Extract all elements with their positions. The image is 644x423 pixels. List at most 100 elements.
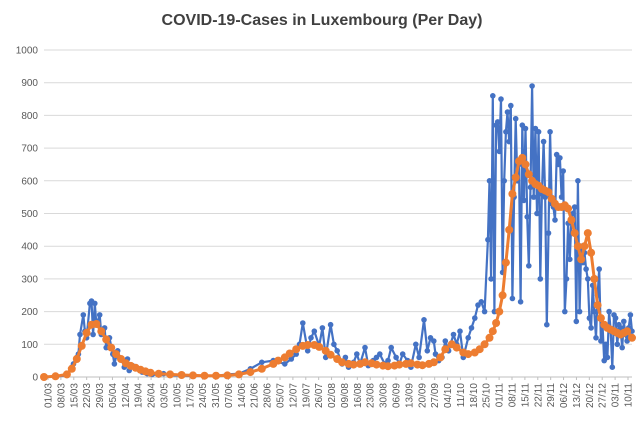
average-point xyxy=(102,335,111,344)
daily-point xyxy=(583,266,589,272)
daily-point xyxy=(472,315,478,321)
y-tick-label: 800 xyxy=(21,111,38,122)
daily-point xyxy=(552,217,558,223)
daily-point xyxy=(331,341,337,348)
daily-point xyxy=(606,308,612,315)
daily-line xyxy=(43,84,634,379)
daily-point xyxy=(111,361,118,367)
daily-point xyxy=(304,348,311,354)
average-point xyxy=(112,350,121,359)
x-tick-label: 21/06 xyxy=(250,383,261,408)
daily-point xyxy=(575,178,581,184)
daily-point xyxy=(530,194,537,200)
average-point xyxy=(480,340,489,349)
average-point xyxy=(505,225,514,234)
average-point xyxy=(146,368,155,377)
daily-point xyxy=(614,341,621,348)
daily-point xyxy=(424,348,431,354)
average-point xyxy=(82,328,91,337)
average-point xyxy=(628,333,636,342)
daily-point xyxy=(282,361,288,367)
daily-point xyxy=(377,351,383,357)
daily-point xyxy=(627,312,634,318)
daily-point xyxy=(588,325,594,331)
x-tick-label: 26/04 xyxy=(147,383,158,408)
daily-point xyxy=(478,299,485,305)
average-series xyxy=(40,153,636,381)
daily-point xyxy=(506,138,512,145)
average-point xyxy=(349,360,358,369)
daily-point xyxy=(596,266,602,272)
daily-point xyxy=(603,341,609,348)
daily-point xyxy=(503,129,509,135)
average-point xyxy=(361,358,369,367)
daily-point xyxy=(450,331,457,338)
daily-point xyxy=(557,155,563,161)
daily-point xyxy=(576,308,583,315)
average-point xyxy=(177,371,186,379)
daily-point xyxy=(522,125,529,132)
daily-point xyxy=(591,308,598,315)
daily-point xyxy=(90,331,96,338)
average-point xyxy=(544,188,553,197)
x-tick-label: 06/12 xyxy=(559,383,570,408)
daily-point xyxy=(413,341,419,348)
daily-cases-series xyxy=(41,83,635,380)
average-point xyxy=(498,291,507,300)
average-point xyxy=(372,360,381,369)
y-tick-label: 900 xyxy=(21,78,38,89)
y-tick-label: 500 xyxy=(21,209,38,220)
average-point xyxy=(567,216,576,224)
daily-point xyxy=(517,299,524,305)
daily-point xyxy=(457,328,463,335)
average-point xyxy=(40,373,48,381)
daily-point xyxy=(485,236,491,243)
average-point xyxy=(234,370,243,379)
average-point xyxy=(72,355,81,363)
average-point xyxy=(166,370,175,379)
x-tick-label: 18/10 xyxy=(469,383,480,408)
daily-point xyxy=(498,96,504,102)
average-point xyxy=(274,356,283,365)
x-tick-label: 27/12 xyxy=(598,383,609,408)
x-tick-label: 02/08 xyxy=(327,383,338,408)
daily-point xyxy=(399,351,406,357)
average-point xyxy=(570,229,579,238)
x-tick-label: 29/03 xyxy=(95,383,106,408)
x-tick-label: 20/09 xyxy=(417,383,428,408)
daily-point xyxy=(521,197,527,204)
daily-point xyxy=(504,109,511,115)
x-tick-label: 22/11 xyxy=(533,383,544,408)
daily-point xyxy=(442,338,449,344)
x-tick-label: 19/07 xyxy=(301,383,312,408)
x-tick-label: 19/04 xyxy=(134,383,145,408)
average-point xyxy=(524,170,533,179)
daily-point xyxy=(535,129,542,135)
daily-point xyxy=(544,321,550,328)
x-tick-label: 06/09 xyxy=(392,383,403,408)
daily-point xyxy=(465,335,472,341)
x-tick-label: 15/03 xyxy=(69,383,80,408)
daily-point xyxy=(431,338,437,344)
x-tick-label: 12/07 xyxy=(288,383,299,408)
daily-point xyxy=(92,300,98,307)
average-point xyxy=(464,350,473,359)
gridlines xyxy=(44,49,632,378)
average-point xyxy=(67,364,76,373)
average-point xyxy=(395,360,404,369)
daily-point xyxy=(512,115,519,122)
y-tick-label: 300 xyxy=(21,274,38,285)
daily-point xyxy=(494,119,501,125)
x-tick-label: 16/08 xyxy=(353,383,364,408)
daily-point xyxy=(526,263,532,269)
daily-point xyxy=(354,351,360,357)
average-point xyxy=(436,353,445,362)
daily-point xyxy=(545,230,552,236)
x-tick-label: 03/05 xyxy=(160,383,171,408)
average-point xyxy=(418,361,427,370)
daily-point xyxy=(481,308,488,315)
average-point xyxy=(200,371,209,380)
x-tick-label: 26/07 xyxy=(314,383,325,408)
